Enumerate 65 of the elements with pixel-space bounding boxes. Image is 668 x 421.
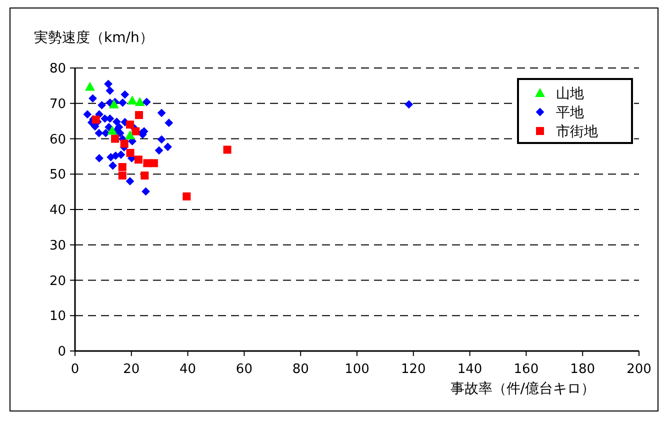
point bbox=[118, 172, 126, 180]
point bbox=[112, 118, 121, 126]
point bbox=[182, 192, 191, 200]
point bbox=[132, 127, 140, 136]
point bbox=[142, 187, 150, 196]
x-tick-label: 140 bbox=[457, 362, 482, 377]
point bbox=[157, 108, 166, 118]
x-tick-label: 0 bbox=[70, 362, 80, 377]
x-axis-title: 事故率（件/億台キロ） bbox=[450, 381, 595, 397]
y-tick-label: 50 bbox=[49, 168, 66, 183]
point bbox=[142, 98, 151, 106]
x-tick-label: 120 bbox=[400, 362, 426, 377]
point bbox=[126, 120, 134, 129]
point bbox=[134, 156, 142, 164]
point bbox=[106, 86, 114, 95]
x-tick-label: 160 bbox=[514, 362, 539, 377]
y-tick-label: 40 bbox=[49, 203, 66, 218]
y-tick-label: 30 bbox=[49, 238, 66, 254]
x-tick-label: 40 bbox=[180, 362, 196, 377]
point bbox=[126, 148, 134, 157]
point bbox=[120, 90, 130, 99]
x-tick-label: 100 bbox=[344, 362, 370, 377]
point bbox=[126, 177, 134, 186]
y-tick-label: 10 bbox=[49, 309, 66, 324]
point bbox=[111, 134, 120, 143]
point bbox=[223, 146, 232, 154]
x-tick-label: 60 bbox=[236, 362, 252, 377]
point bbox=[127, 96, 138, 105]
x-tick-label: 200 bbox=[626, 362, 652, 377]
point bbox=[94, 128, 104, 138]
point bbox=[116, 150, 126, 159]
y-tick-label: 70 bbox=[49, 96, 66, 112]
point bbox=[118, 163, 126, 172]
x-tick-label: 20 bbox=[123, 362, 140, 377]
legend-label: 平地 bbox=[556, 105, 584, 121]
y-tick-label: 60 bbox=[49, 132, 66, 148]
point bbox=[95, 154, 104, 162]
point bbox=[84, 82, 95, 91]
point bbox=[157, 135, 166, 144]
point bbox=[134, 96, 145, 106]
point bbox=[83, 110, 92, 119]
point bbox=[135, 111, 144, 120]
y-axis-title: 実勢速度（km/h） bbox=[34, 30, 154, 46]
legend-label: 山地 bbox=[556, 86, 584, 102]
point bbox=[118, 98, 127, 107]
point bbox=[108, 161, 117, 170]
point bbox=[404, 100, 414, 109]
point bbox=[102, 128, 110, 138]
point bbox=[140, 172, 149, 180]
point bbox=[164, 118, 174, 128]
point bbox=[107, 126, 118, 135]
point bbox=[124, 130, 135, 140]
point bbox=[154, 146, 164, 155]
y-tick-label: 20 bbox=[49, 274, 66, 289]
point bbox=[120, 140, 128, 148]
point bbox=[88, 94, 97, 103]
legend-label: 市街地 bbox=[556, 124, 598, 140]
point bbox=[104, 80, 112, 88]
x-tick-label: 180 bbox=[570, 362, 596, 377]
y-tick-label: 0 bbox=[58, 344, 66, 360]
point bbox=[150, 159, 158, 168]
y-tick-label: 80 bbox=[49, 62, 66, 76]
x-tick-label: 80 bbox=[292, 362, 309, 377]
point bbox=[98, 100, 106, 110]
point bbox=[164, 142, 172, 152]
